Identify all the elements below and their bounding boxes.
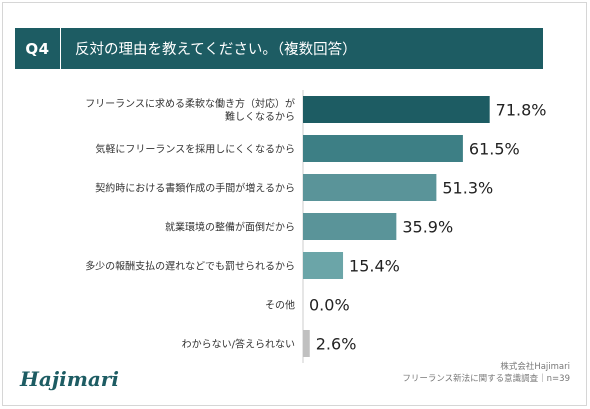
question-badge: Q4 — [15, 28, 61, 69]
bar — [303, 252, 344, 279]
bar-value-label: 35.9% — [402, 218, 453, 237]
bar — [303, 330, 310, 357]
category-label: わからない/答えられない — [182, 338, 295, 351]
question-header: Q4 反対の理由を教えてください。（複数回答） — [15, 28, 543, 69]
bar-value-label: 0.0% — [309, 296, 350, 315]
category-label: 難しくなるから — [225, 110, 295, 123]
category-label: 契約時における書類作成の手間が増えるから — [95, 182, 295, 195]
bar — [303, 213, 397, 240]
source-survey: フリーランス新法に関する意識調査｜n=39 — [402, 374, 570, 384]
bar-value-label: 15.4% — [349, 257, 400, 276]
bar-value-label: 51.3% — [442, 179, 493, 198]
category-label: フリーランスに求める柔軟な働き方（対応）が — [85, 97, 295, 110]
brand-logo: Hajimari — [20, 367, 119, 391]
bar — [303, 135, 463, 162]
category-label: 就業環境の整備が面倒だから — [165, 221, 295, 234]
category-label: その他 — [265, 299, 295, 312]
source-note: 株式会社Hajimari フリーランス新法に関する意識調査｜n=39 — [402, 361, 570, 385]
question-title: 反対の理由を教えてください。（複数回答） — [75, 42, 357, 58]
bar — [303, 174, 437, 201]
bar-value-label: 71.8% — [496, 101, 547, 120]
chart-frame: Q4 反対の理由を教えてください。（複数回答） — [2, 2, 587, 406]
bar-value-label: 2.6% — [316, 335, 357, 354]
bar — [303, 96, 490, 123]
bar-value-label: 61.5% — [469, 140, 520, 159]
category-label: 多少の報酬支払の遅れなどでも罰せられるから — [85, 260, 295, 273]
category-label: 気軽にフリーランスを採用しにくくなるから — [95, 143, 295, 156]
source-company: 株式会社Hajimari — [500, 362, 570, 372]
